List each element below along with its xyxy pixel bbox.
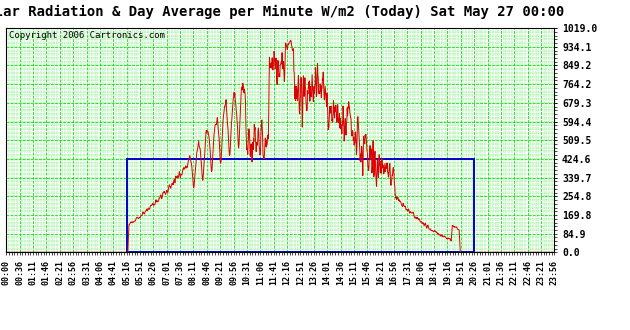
Text: Solar Radiation & Day Average per Minute W/m2 (Today) Sat May 27 00:00: Solar Radiation & Day Average per Minute…: [0, 5, 564, 19]
Text: Copyright 2006 Cartronics.com: Copyright 2006 Cartronics.com: [9, 31, 165, 40]
Bar: [127, 159, 474, 252]
